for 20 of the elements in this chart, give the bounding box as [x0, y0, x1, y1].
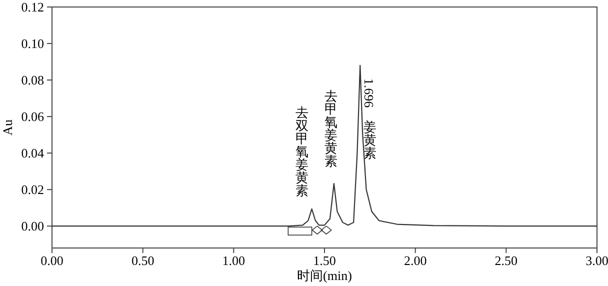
x-tick-label: 1.00	[222, 253, 246, 268]
x-tick-label: 3.00	[586, 253, 608, 268]
x-tick-label: 1.50	[313, 253, 336, 268]
y-tick-label: 0.02	[21, 182, 44, 198]
annotation: 去甲氧姜黄素	[324, 88, 338, 169]
x-tick-label: 2.50	[494, 253, 518, 268]
annotation: 1.696	[362, 78, 377, 108]
x-tick-label: 0.50	[131, 253, 154, 268]
y-tick-label: 0.04	[21, 146, 44, 161]
y-tick-label: 0.08	[21, 72, 44, 88]
x-axis-title: 时间(min)	[297, 268, 352, 283]
x-tick-label: 0.00	[40, 253, 64, 268]
y-tick-label: 0.10	[21, 36, 44, 52]
x-tick-label: 2.00	[404, 253, 427, 268]
y-axis-title: Au	[0, 119, 15, 136]
y-tick-label: 0.00	[21, 218, 44, 234]
annotation: 去双甲氧姜黄素	[295, 104, 308, 198]
y-tick-label: 0.12	[21, 0, 44, 15]
annotation: 姜黄素	[364, 119, 377, 160]
y-tick-label: 0.06	[21, 109, 44, 124]
